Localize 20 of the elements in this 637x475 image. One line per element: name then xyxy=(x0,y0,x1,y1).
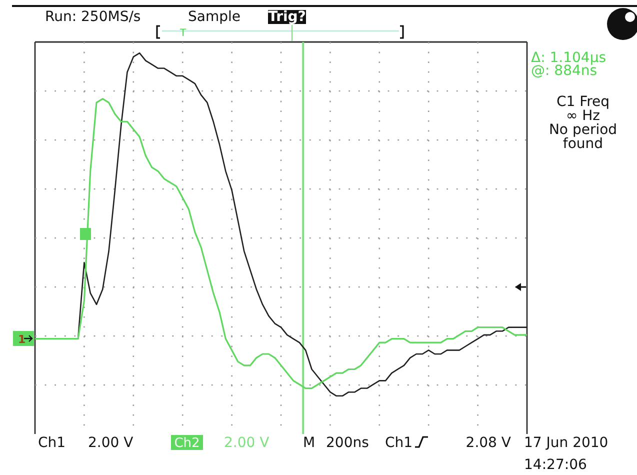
text: 2.08 V xyxy=(466,435,512,451)
text: Δ: 1.104µs xyxy=(531,50,606,66)
text: Run: 250MS/s xyxy=(45,9,141,25)
text: Ch2 xyxy=(174,436,200,451)
text: Ch1 xyxy=(38,435,66,451)
text: Ch1 xyxy=(385,435,413,451)
text: 2.00 V xyxy=(88,435,134,451)
text: M xyxy=(303,435,316,451)
text: C1 Freq xyxy=(556,94,610,110)
text: Sample xyxy=(188,9,240,25)
text: 14:27:06 xyxy=(524,457,587,473)
text: found xyxy=(562,136,604,152)
text: 2.00 V xyxy=(224,435,270,451)
text: ∞ Hz xyxy=(566,108,600,124)
text: 1 xyxy=(18,333,26,346)
text: 200ns xyxy=(326,435,369,451)
text: 17 Jun 2010 xyxy=(524,435,608,451)
text: No period xyxy=(548,122,618,138)
text: @: 884ns xyxy=(531,63,598,79)
text: T xyxy=(178,28,187,39)
